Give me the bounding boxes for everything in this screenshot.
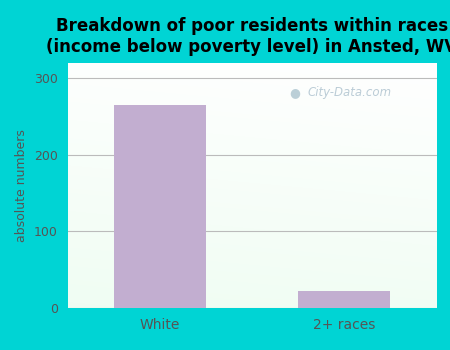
Title: Breakdown of poor residents within races
(income below poverty level) in Ansted,: Breakdown of poor residents within races… — [46, 17, 450, 56]
Bar — [298, 291, 391, 308]
Y-axis label: absolute numbers: absolute numbers — [15, 129, 28, 242]
Text: City-Data.com: City-Data.com — [307, 86, 392, 99]
Text: ●: ● — [289, 86, 300, 99]
Bar — [113, 105, 206, 308]
